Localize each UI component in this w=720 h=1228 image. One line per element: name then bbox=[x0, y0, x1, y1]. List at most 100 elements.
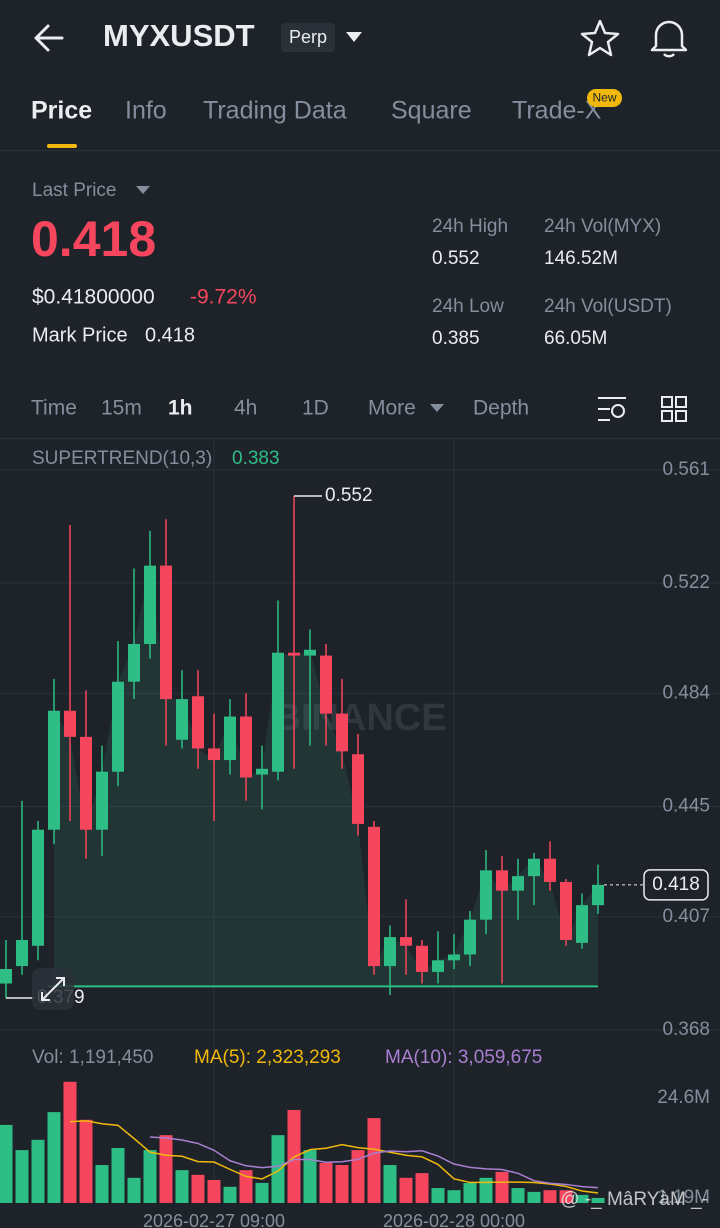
y-tick-label: 0.561 bbox=[662, 459, 710, 480]
volume-bar bbox=[559, 1190, 573, 1203]
volume-bar bbox=[31, 1139, 45, 1203]
interval[interactable]: Depth bbox=[473, 397, 529, 420]
y-tick-label: 0.368 bbox=[662, 1019, 710, 1040]
candle-body bbox=[576, 905, 588, 943]
volume-bar bbox=[399, 1177, 413, 1203]
new-badge-bg bbox=[587, 89, 622, 107]
stat-value: 66.05M bbox=[544, 328, 607, 349]
volume-bar bbox=[255, 1182, 269, 1203]
mark-price: 0.418 bbox=[145, 324, 195, 346]
interval[interactable]: More bbox=[368, 397, 416, 420]
volume-bar bbox=[463, 1182, 477, 1203]
volume-bar bbox=[0, 1124, 13, 1203]
x-tick-label: 2026-02-28 00:00 bbox=[383, 1211, 525, 1228]
last-price-label: Last Price bbox=[32, 180, 116, 201]
y-tick-label: 0.522 bbox=[662, 572, 710, 593]
volume-bar bbox=[479, 1177, 493, 1203]
candle-body bbox=[496, 870, 508, 891]
volume-legend: Vol: 1,191,450 bbox=[32, 1047, 154, 1068]
interval[interactable]: 15m bbox=[101, 397, 142, 420]
candle-body bbox=[400, 937, 412, 946]
volume-bar bbox=[367, 1118, 381, 1203]
candle-body bbox=[352, 754, 364, 824]
volume-bar bbox=[15, 1150, 29, 1203]
volume-bar bbox=[111, 1147, 125, 1203]
caret bbox=[430, 404, 444, 412]
symbol-dropdown[interactable] bbox=[346, 32, 362, 42]
candle-body bbox=[304, 649, 316, 656]
last-price-tag bbox=[643, 869, 709, 901]
volume-bar bbox=[271, 1135, 285, 1203]
volume-bar bbox=[591, 1197, 605, 1203]
tab[interactable]: Trade-X bbox=[512, 97, 602, 125]
candle-body bbox=[256, 768, 268, 775]
user-watermark: @ -_ MâRYàM _- bbox=[560, 1189, 708, 1210]
candle-body bbox=[144, 565, 156, 644]
interval[interactable]: 1h bbox=[168, 397, 193, 420]
volume-bar bbox=[527, 1191, 541, 1203]
layout-button[interactable] bbox=[661, 396, 687, 422]
candle-body bbox=[464, 919, 476, 955]
tab-indicator bbox=[47, 144, 77, 148]
volume-bar bbox=[79, 1119, 93, 1203]
candle-body bbox=[224, 716, 236, 761]
volume-bar bbox=[159, 1135, 173, 1203]
fullscreen-icon bbox=[41, 977, 65, 1001]
volume-bar bbox=[143, 1150, 157, 1203]
interval[interactable]: Time bbox=[31, 397, 77, 420]
candle-body bbox=[544, 858, 556, 882]
candle-body bbox=[288, 652, 300, 656]
volume-tick-label: 24.6M bbox=[657, 1087, 710, 1108]
alert-button[interactable] bbox=[650, 20, 688, 58]
candle-body bbox=[208, 748, 220, 761]
mark-price-label: Mark Price bbox=[32, 324, 128, 346]
usd-price: $0.41800000 bbox=[32, 286, 155, 309]
candle-body bbox=[112, 681, 124, 772]
stat-label: 24h Low bbox=[432, 296, 504, 317]
chart: 0.561 0.522 0.484 0.445 0.407 0.368 2026-02-27… bbox=[0, 440, 720, 1228]
candle-body bbox=[320, 655, 332, 714]
tab[interactable]: Info bbox=[125, 97, 167, 125]
volume-bar bbox=[191, 1174, 205, 1203]
badge-bg bbox=[281, 23, 335, 52]
candle-body bbox=[480, 870, 492, 920]
ma5-line bbox=[69, 1119, 599, 1194]
interval[interactable]: 4h bbox=[234, 397, 257, 420]
back-button[interactable] bbox=[34, 24, 64, 52]
candle-body bbox=[16, 939, 28, 967]
candle-body bbox=[0, 969, 12, 984]
indicator-settings[interactable] bbox=[598, 397, 626, 421]
candle-body bbox=[432, 960, 444, 972]
stat-value: 0.385 bbox=[432, 328, 480, 349]
tab[interactable]: Square bbox=[391, 97, 472, 125]
volume-bar bbox=[303, 1150, 317, 1203]
candle-body bbox=[528, 858, 540, 877]
candle-body bbox=[448, 954, 460, 961]
ma10-legend: MA(10): 3,059,675 bbox=[385, 1047, 542, 1068]
tab[interactable]: Price bbox=[31, 97, 92, 125]
candle-body bbox=[384, 937, 396, 967]
tab[interactable]: Trading Data bbox=[203, 97, 347, 125]
x-tick-label: 2026-02-27 09:00 bbox=[143, 1211, 285, 1228]
interval[interactable]: 1D bbox=[302, 397, 329, 420]
ma5-legend: MA(5): 2,323,293 bbox=[194, 1047, 341, 1068]
volume-bar bbox=[207, 1179, 221, 1203]
candle-body bbox=[128, 643, 140, 682]
stat-label: 24h Vol(MYX) bbox=[544, 216, 661, 237]
candle-body bbox=[160, 565, 172, 700]
volume-bar bbox=[95, 1165, 109, 1203]
stat-label: 24h High bbox=[432, 216, 508, 237]
favorite-button[interactable] bbox=[580, 19, 620, 57]
volume-bar bbox=[495, 1171, 509, 1203]
candle-body bbox=[176, 699, 188, 740]
candle-body bbox=[32, 829, 44, 946]
indicator-value: 0.383 bbox=[232, 448, 280, 469]
volume-bar bbox=[319, 1162, 333, 1203]
candle-body bbox=[560, 881, 572, 940]
high-label: 0.552 bbox=[325, 485, 373, 506]
trend-fill bbox=[54, 565, 598, 987]
volume-bar bbox=[63, 1081, 77, 1203]
